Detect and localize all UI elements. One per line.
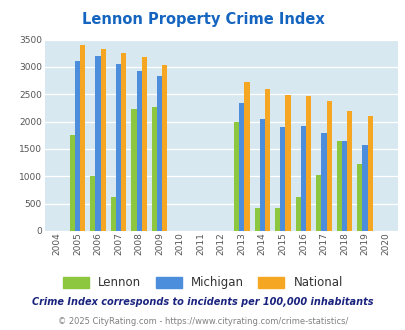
Bar	[239, 103, 244, 231]
Bar	[95, 56, 100, 231]
Text: Crime Index corresponds to incidents per 100,000 inhabitants: Crime Index corresponds to incidents per…	[32, 297, 373, 307]
Bar	[341, 141, 346, 231]
Bar	[75, 61, 80, 231]
Bar	[315, 175, 321, 231]
Bar	[362, 145, 367, 231]
Legend: Lennon, Michigan, National: Lennon, Michigan, National	[58, 272, 347, 294]
Bar	[111, 197, 116, 231]
Bar	[70, 135, 75, 231]
Bar	[162, 65, 167, 231]
Bar	[234, 122, 239, 231]
Bar	[300, 126, 305, 231]
Bar	[121, 53, 126, 231]
Bar	[264, 89, 269, 231]
Bar	[157, 76, 162, 231]
Bar	[336, 141, 341, 231]
Bar	[259, 119, 264, 231]
Bar	[285, 95, 290, 231]
Bar	[116, 64, 121, 231]
Bar	[326, 101, 331, 231]
Bar	[80, 45, 85, 231]
Bar	[90, 176, 95, 231]
Bar	[100, 49, 105, 231]
Text: © 2025 CityRating.com - https://www.cityrating.com/crime-statistics/: © 2025 CityRating.com - https://www.city…	[58, 317, 347, 326]
Bar	[141, 56, 147, 231]
Bar	[321, 133, 326, 231]
Bar	[131, 109, 136, 231]
Bar	[151, 107, 157, 231]
Bar	[305, 96, 310, 231]
Bar	[279, 127, 285, 231]
Bar	[356, 164, 362, 231]
Bar	[367, 115, 372, 231]
Bar	[346, 111, 351, 231]
Text: Lennon Property Crime Index: Lennon Property Crime Index	[81, 12, 324, 26]
Bar	[136, 71, 141, 231]
Bar	[295, 197, 300, 231]
Bar	[244, 82, 249, 231]
Bar	[254, 208, 259, 231]
Bar	[275, 208, 279, 231]
